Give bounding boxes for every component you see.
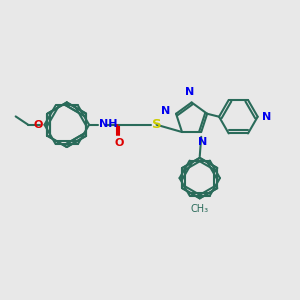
Text: N: N <box>262 112 271 122</box>
Text: N: N <box>184 87 194 98</box>
Text: N: N <box>161 106 171 116</box>
Text: S: S <box>152 118 162 131</box>
Text: N: N <box>198 137 207 147</box>
Text: NH: NH <box>99 119 118 129</box>
Text: O: O <box>33 120 43 130</box>
Text: CH₃: CH₃ <box>191 204 209 214</box>
Text: O: O <box>115 137 124 148</box>
